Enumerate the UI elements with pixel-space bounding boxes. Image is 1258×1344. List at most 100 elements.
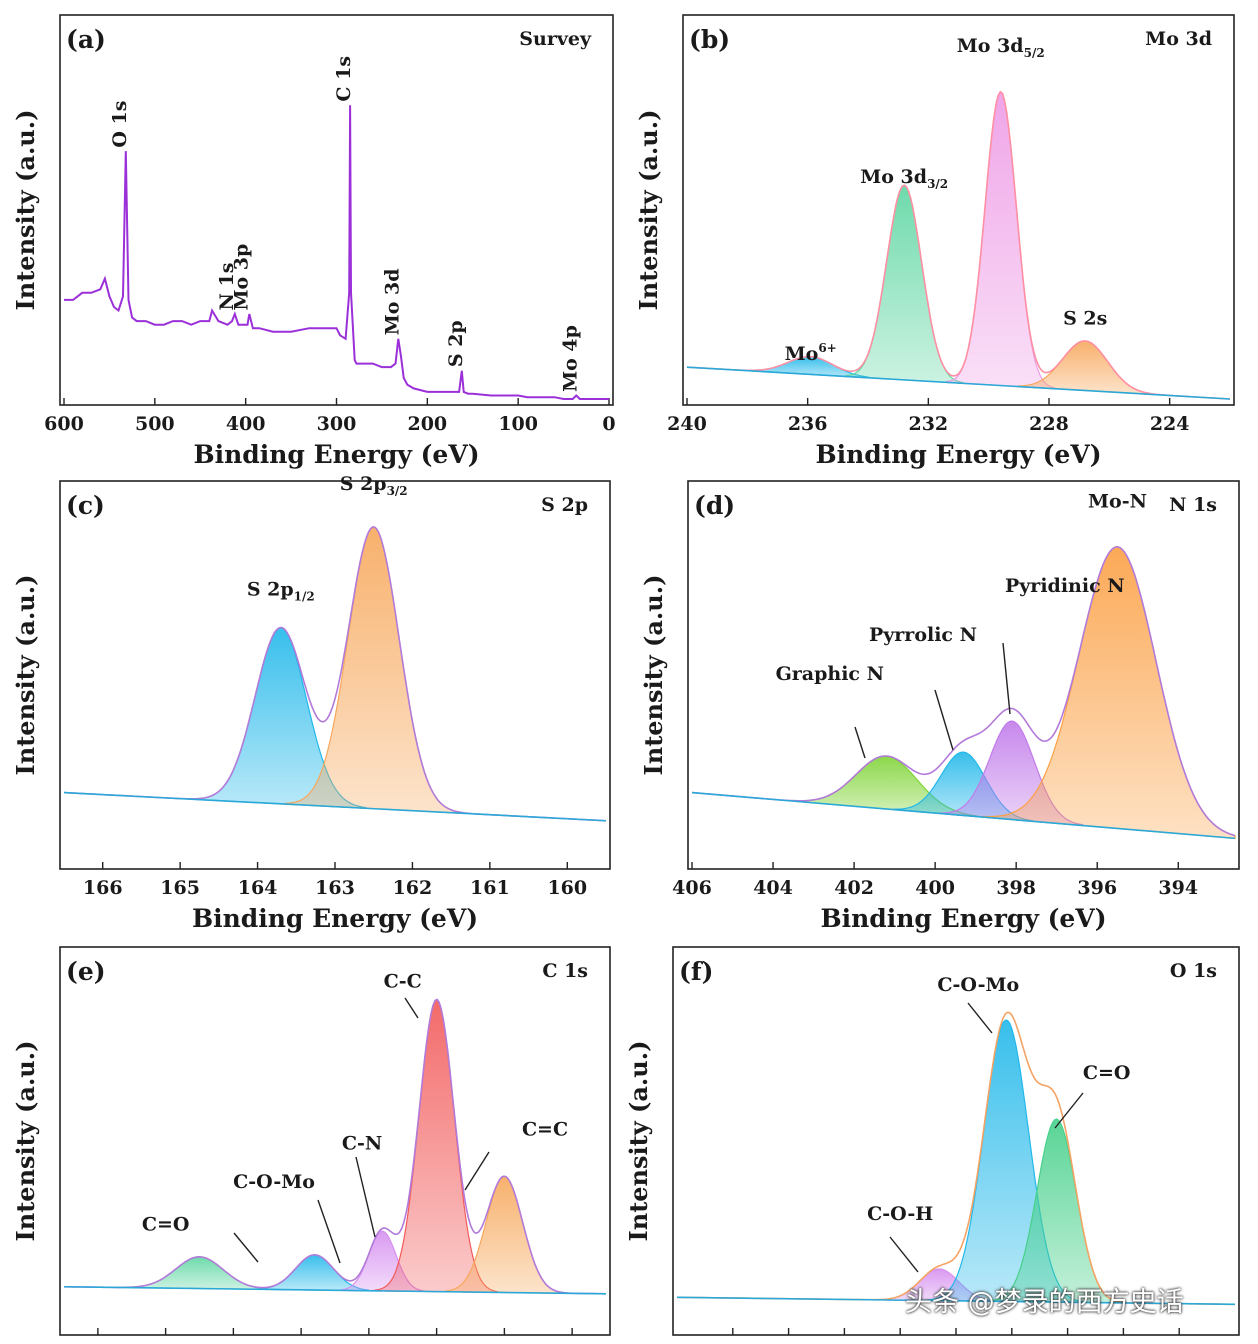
annotation-label: C=O	[142, 1213, 190, 1235]
leader-line	[854, 726, 866, 759]
x-tick-label: 228	[1029, 413, 1069, 435]
annotation-label: C 1s	[333, 56, 355, 102]
x-tick-label: 224	[1150, 413, 1190, 435]
x-axis-label: Binding Energy (eV)	[815, 440, 1101, 469]
x-tick-label: 0	[602, 413, 615, 435]
annotation-label: O 1s	[109, 101, 131, 148]
y-axis-label: Intensity (a.u.)	[624, 1041, 653, 1242]
panel-title: C 1s	[542, 960, 588, 982]
annotation-label: Mo 3d	[381, 268, 403, 335]
panel-3: 406 404 402 400 398 396 394 Binding Energy (eV)…	[639, 480, 1240, 933]
annotation-label: Mo 4p	[559, 325, 581, 392]
x-tick-label: 400	[915, 877, 955, 899]
y-axis-label: Intensity (a.u.)	[639, 575, 668, 776]
x-tick-label: 165	[160, 877, 200, 899]
plot-frame	[682, 14, 1235, 406]
baseline	[676, 1296, 1236, 1306]
x-tick-label: 164	[238, 877, 278, 899]
annotation-label: Mo6+	[785, 341, 837, 365]
leader-line	[1002, 642, 1011, 715]
annotation-label: S 2p3/2	[340, 473, 408, 498]
leader-line	[317, 1199, 341, 1264]
panel-5: Intensity (a.u.) (f) O 1s C-O-H C-O-Mo C=O	[624, 946, 1240, 1336]
x-tick-label: 500	[135, 413, 175, 435]
peak-mo-3d5-2	[945, 90, 1056, 390]
annotation-label: S 2p1/2	[247, 578, 315, 603]
annotation-label: C-O-Mo	[233, 1171, 315, 1193]
annotation-label: C=O	[1083, 1062, 1131, 1084]
panel-title: Survey	[519, 28, 592, 50]
baseline	[63, 791, 607, 822]
panel-title: S 2p	[541, 494, 588, 516]
annotation-label: C-O-Mo	[937, 974, 1019, 996]
plot-frame	[59, 946, 611, 1336]
x-tick-label: 166	[83, 877, 123, 899]
annotation-label: S 2s	[1063, 308, 1107, 330]
panel-label: (b)	[689, 25, 730, 54]
x-axis-label: Binding Energy (eV)	[820, 904, 1106, 933]
annotation-label: Mo 3p	[230, 244, 252, 311]
panel-1: 240 236 232 228 224 Binding Energy (eV) Intens…	[634, 14, 1235, 469]
fit-envelope	[64, 998, 606, 1295]
annotation-label: Mo 3d3/2	[860, 166, 948, 191]
panel-label: (c)	[66, 491, 105, 520]
panel-title: O 1s	[1170, 960, 1217, 982]
leader-line	[1054, 1092, 1084, 1129]
annotation-label: Pyrrolic N	[869, 624, 977, 646]
y-axis-label: Intensity (a.u.)	[11, 575, 40, 776]
plot-frame	[59, 480, 611, 870]
annotation-label: C-O-H	[867, 1203, 933, 1225]
x-tick-label: 600	[44, 413, 84, 435]
baseline	[686, 366, 1231, 400]
survey-spectrum-line	[64, 105, 609, 400]
x-tick-label: 406	[672, 877, 712, 899]
panel-title: Mo 3d	[1145, 28, 1212, 50]
annotation-label: Graphic N	[776, 663, 884, 685]
leader-line	[404, 997, 419, 1019]
y-axis-label: Intensity (a.u.)	[634, 110, 663, 311]
leader-line	[464, 1151, 490, 1191]
x-tick-label: 162	[393, 877, 433, 899]
annotation-label: C=C	[522, 1118, 568, 1140]
x-tick-label: 394	[1158, 877, 1198, 899]
x-tick-label: 232	[908, 413, 948, 435]
annotation-label: C-C	[384, 971, 422, 993]
panel-4: Intensity (a.u.) (e) C 1s C=O C-O-Mo C-N C-C C=…	[11, 946, 611, 1336]
panel-title: N 1s	[1169, 494, 1217, 516]
x-tick-label: 163	[315, 877, 355, 899]
leader-line	[233, 1232, 259, 1263]
annotation-label: N 1s	[216, 263, 238, 311]
x-tick-label: 398	[996, 877, 1036, 899]
plot-frame	[687, 480, 1240, 870]
x-axis-label: Binding Energy (eV)	[192, 904, 478, 933]
y-axis-label: Intensity (a.u.)	[11, 1041, 40, 1242]
leader-line	[889, 1236, 919, 1273]
annotation-label: C-N	[342, 1132, 382, 1154]
x-tick-label: 400	[226, 413, 266, 435]
leader-line	[934, 689, 954, 751]
baseline	[63, 1285, 607, 1295]
x-tick-label: 236	[788, 413, 828, 435]
x-tick-label: 404	[753, 877, 793, 899]
leader-line	[355, 1156, 376, 1238]
panel-label: (e)	[66, 957, 106, 986]
watermark-text: 头条 @梦录的西方史话	[905, 1287, 1184, 1318]
panel-0: 600 500 400 300 200 100 0 Binding Energy (eV) In…	[11, 14, 616, 469]
x-tick-label: 402	[834, 877, 874, 899]
x-tick-label: 200	[407, 413, 447, 435]
x-tick-label: 396	[1077, 877, 1117, 899]
panel-label: (d)	[694, 491, 735, 520]
annotation-label: Pyridinic N	[1005, 575, 1125, 597]
x-axis-label: Binding Energy (eV)	[193, 440, 479, 469]
fit-envelope	[686, 90, 1231, 400]
baseline	[691, 791, 1236, 840]
panel-label: (a)	[66, 25, 106, 54]
y-axis-label: Intensity (a.u.)	[11, 110, 40, 311]
leader-line	[967, 1002, 993, 1034]
x-tick-label: 300	[317, 413, 357, 435]
peak-mo-3d3-2	[845, 184, 964, 384]
annotation-label: Mo 3d5/2	[957, 35, 1045, 60]
fit-envelope	[677, 1011, 1236, 1306]
panel-label: (f)	[679, 957, 713, 986]
